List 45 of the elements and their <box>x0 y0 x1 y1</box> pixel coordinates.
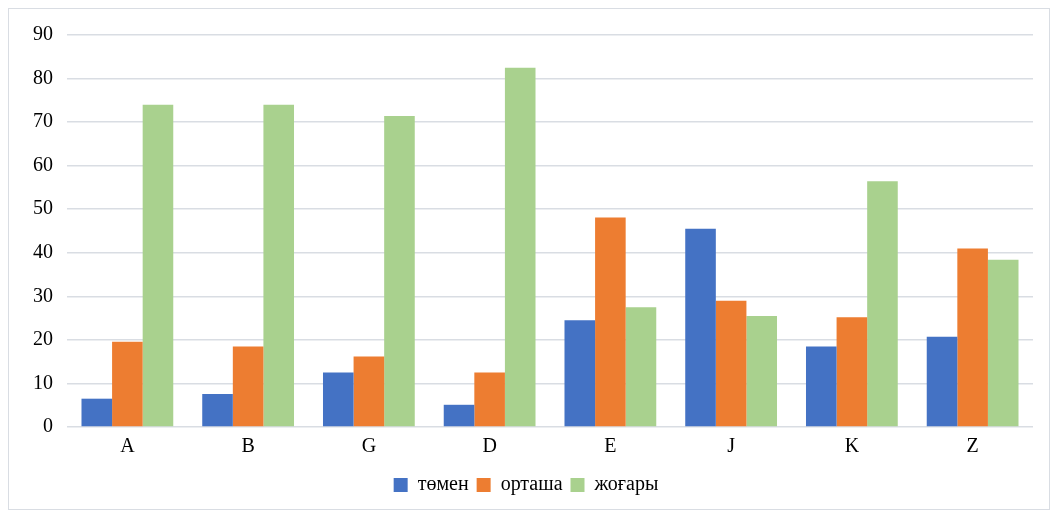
y-tick-label: 80 <box>33 65 53 88</box>
bar <box>81 398 113 427</box>
bar <box>443 404 475 427</box>
y-tick-label: 30 <box>33 283 53 306</box>
legend-label: төмен <box>417 472 469 495</box>
x-tick-label: A <box>120 434 136 457</box>
bar <box>504 67 536 427</box>
legend-label: орташа <box>500 472 563 496</box>
x-tick-label: K <box>844 434 860 457</box>
bar <box>322 372 354 427</box>
bar <box>595 217 626 427</box>
bar <box>202 393 233 427</box>
bar <box>625 307 657 427</box>
y-tick-label: 20 <box>33 327 53 350</box>
bar <box>353 356 385 427</box>
y-tick-label: 40 <box>33 240 53 263</box>
bar <box>112 341 143 427</box>
y-tick-label: 60 <box>33 152 53 175</box>
bar <box>836 317 868 427</box>
legend-label: жоғары <box>593 472 659 496</box>
bar <box>142 104 174 427</box>
bar <box>926 336 958 427</box>
bar <box>957 248 988 427</box>
bar <box>746 315 778 427</box>
bar <box>474 372 505 427</box>
bar <box>715 300 747 427</box>
bar <box>685 228 716 427</box>
bar <box>805 346 837 427</box>
x-tick-label: B <box>241 434 255 457</box>
bar <box>564 320 596 427</box>
bar <box>263 104 295 427</box>
y-tick-label: 10 <box>33 370 53 393</box>
bar <box>384 116 415 427</box>
bar <box>867 181 898 427</box>
y-tick-label: 70 <box>33 109 53 132</box>
x-tick-label: G <box>361 434 377 457</box>
x-tick-label: J <box>727 434 736 457</box>
x-tick-label: E <box>604 434 617 457</box>
bar <box>987 259 1019 427</box>
y-tick-label: 50 <box>33 196 53 219</box>
x-tick-label: D <box>482 434 497 457</box>
bar <box>232 346 264 427</box>
y-tick-label: 0 <box>43 414 53 437</box>
y-tick-label: 90 <box>33 22 53 45</box>
x-tick-label: Z <box>966 434 979 457</box>
